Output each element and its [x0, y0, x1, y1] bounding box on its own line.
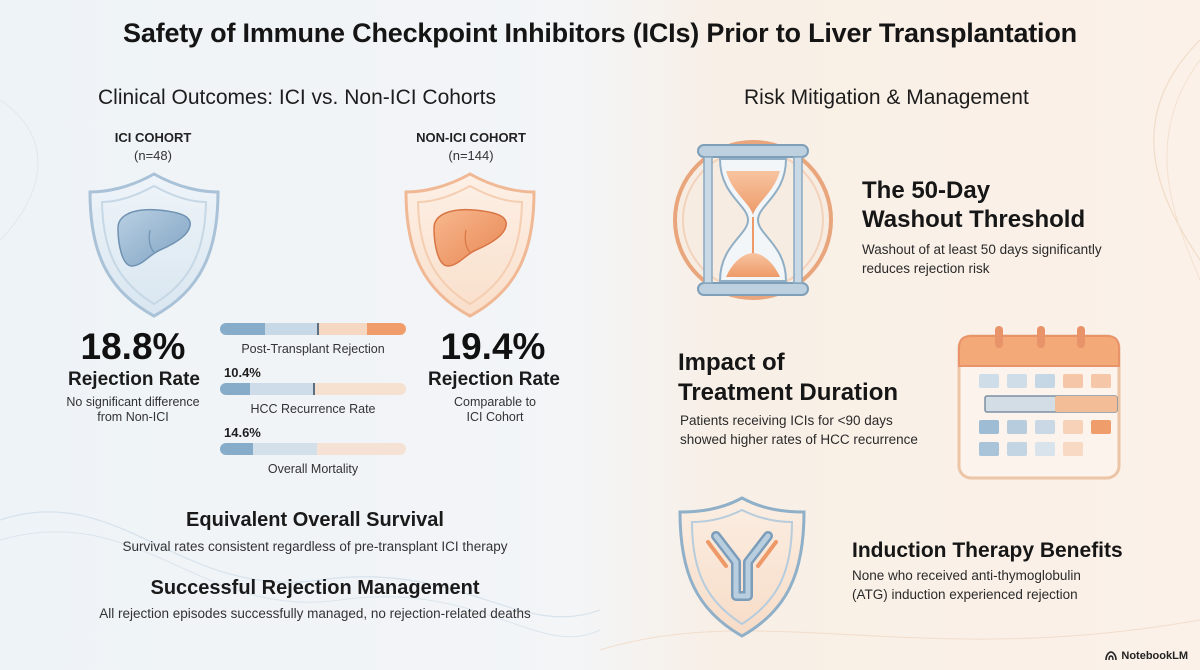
- survival-body: Survival rates consistent regardless of …: [122, 539, 508, 554]
- hcc-recurrence-value: 10.4%: [224, 365, 261, 380]
- non-ici-cohort-label: NON-ICI COHORT: [416, 130, 526, 145]
- washout-heading-line2: Washout Threshold: [862, 206, 1086, 233]
- ici-rejection-rate-value: 18.8%: [80, 326, 186, 367]
- non-ici-rejection-rate-value: 19.4%: [440, 326, 546, 367]
- left-section-heading: Clinical Outcomes: ICI vs. Non-ICI Cohor…: [98, 86, 496, 109]
- overall-mortality-bar: [220, 443, 406, 455]
- rejection-management-body: All rejection episodes successfully mana…: [99, 606, 531, 621]
- ici-note-line2: from Non-ICI: [97, 410, 169, 424]
- ici-rejection-rate-label: Rejection Rate: [68, 369, 200, 390]
- overall-mortality-value: 14.6%: [224, 425, 261, 440]
- washout-heading-line1: The 50-Day: [862, 177, 991, 204]
- non-ici-note-line2: ICI Cohort: [466, 410, 524, 424]
- survival-heading: Equivalent Overall Survival: [186, 509, 444, 531]
- non-ici-cohort-n: (n=144): [448, 148, 494, 163]
- induction-body-line2: (ATG) induction experienced rejection: [852, 587, 1078, 602]
- brand-name: NotebookLM: [1121, 650, 1188, 662]
- hcc-recurrence-bar: [220, 383, 406, 395]
- ici-note-line1: No significant difference: [66, 395, 200, 409]
- non-ici-rejection-rate-label: Rejection Rate: [428, 369, 560, 390]
- rejection-bar-caption: Post-Transplant Rejection: [241, 342, 385, 356]
- ici-cohort-n: (n=48): [134, 148, 172, 163]
- hcc-recurrence-caption: HCC Recurrence Rate: [250, 402, 376, 416]
- induction-body-line1: None who received anti-thymoglobulin: [852, 568, 1081, 583]
- non-ici-shield-liver-icon: [404, 172, 536, 318]
- page-title: Safety of Immune Checkpoint Inhibitors (…: [123, 18, 1077, 48]
- brand-logo: NotebookLM: [1105, 650, 1188, 662]
- duration-body-line2: showed higher rates of HCC recurrence: [680, 432, 918, 447]
- calendar-icon: [957, 326, 1121, 480]
- antibody-shield-icon: [678, 496, 806, 638]
- overall-mortality-caption: Overall Mortality: [267, 462, 359, 476]
- washout-body-line1: Washout of at least 50 days significantl…: [862, 242, 1102, 257]
- induction-heading: Induction Therapy Benefits: [852, 539, 1123, 562]
- duration-heading-line2: Treatment Duration: [678, 379, 899, 406]
- ici-cohort-label: ICI COHORT: [114, 130, 192, 145]
- rejection-management-heading: Successful Rejection Management: [150, 577, 480, 599]
- washout-body-line2: reduces rejection risk: [862, 261, 990, 276]
- rejection-comparison-bar: [220, 323, 406, 335]
- non-ici-note-line1: Comparable to: [454, 395, 536, 409]
- ici-shield-liver-icon: [88, 172, 220, 318]
- duration-body-line1: Patients receiving ICIs for <90 days: [680, 413, 893, 428]
- notebooklm-logo-icon: [1105, 651, 1118, 661]
- duration-heading-line1: Impact of: [678, 349, 785, 376]
- hourglass-icon: [673, 140, 833, 300]
- right-section-heading: Risk Mitigation & Management: [744, 86, 1029, 109]
